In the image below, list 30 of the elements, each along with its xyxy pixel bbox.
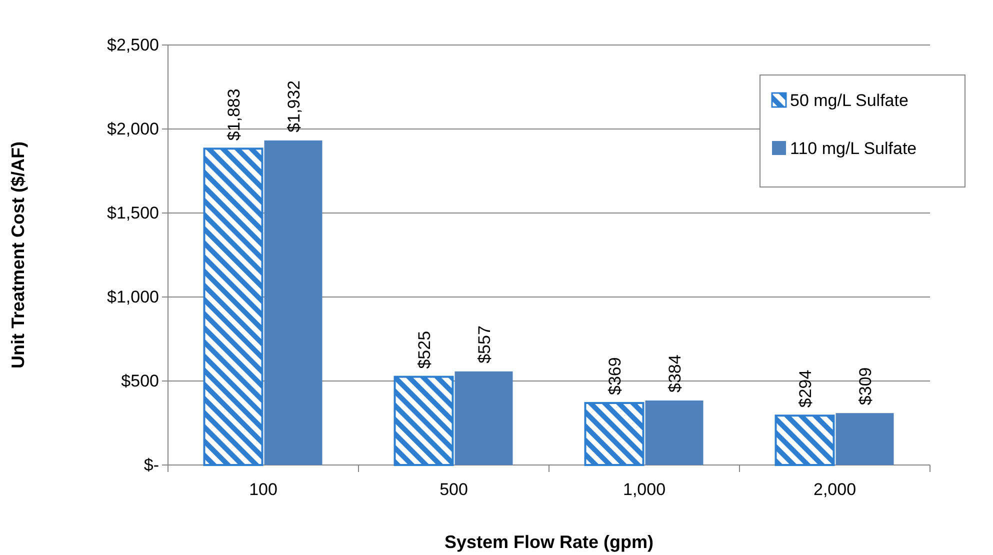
y-tick-label: $500 (121, 371, 159, 390)
y-tick-label: $2,500 (107, 35, 159, 54)
y-tick-label: $1,500 (107, 203, 159, 222)
x-tick-label: 2,000 (813, 480, 856, 500)
x-tick-label: 100 (249, 480, 278, 500)
data-label: $384 (665, 354, 684, 392)
x-axis-title: System Flow Rate (gpm) (444, 532, 654, 552)
bar (645, 400, 704, 465)
bar (454, 371, 513, 465)
legend-label: 50 mg/L Sulfate (790, 91, 908, 110)
data-label: $1,883 (224, 88, 244, 141)
data-label: $294 (796, 370, 815, 408)
legend-label: 110 mg/L Sulfate (790, 139, 917, 158)
y-axis-title: Unit Treatment Cost ($/AF) (8, 141, 28, 369)
bar (774, 414, 835, 466)
bar (394, 376, 454, 466)
data-label: $525 (414, 330, 434, 369)
y-tick-label: $1,000 (107, 287, 159, 306)
bar (264, 140, 322, 465)
y-tick-label: $2,000 (107, 119, 159, 138)
bar (836, 413, 894, 465)
data-label: $369 (605, 357, 624, 396)
data-label: $1,932 (284, 80, 304, 132)
x-tick-label: 1,000 (622, 480, 666, 500)
data-label: $309 (856, 367, 875, 406)
bar (203, 148, 264, 466)
bar (584, 402, 644, 466)
data-label: $557 (474, 326, 494, 364)
x-tick-label: 500 (440, 480, 468, 500)
y-tick-label: $- (144, 455, 159, 474)
